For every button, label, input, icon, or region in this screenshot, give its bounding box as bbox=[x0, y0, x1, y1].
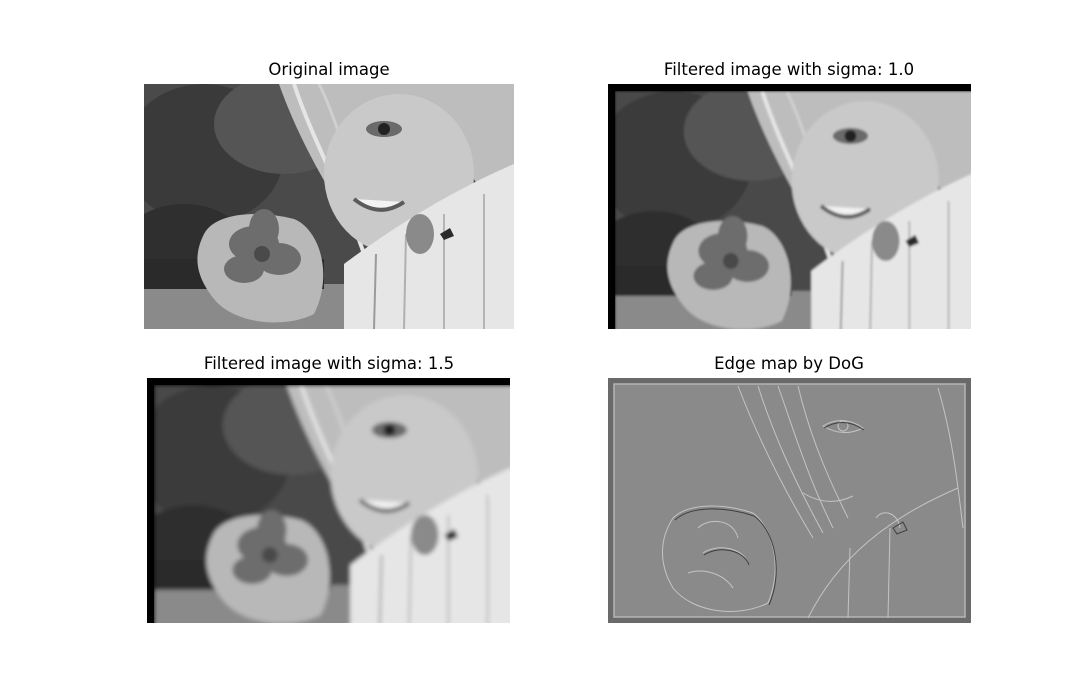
edge-map-image bbox=[608, 378, 971, 623]
original-image bbox=[144, 84, 514, 329]
filtered-image-sigma-1-5 bbox=[147, 378, 510, 623]
filtered-image-sigma-1-0 bbox=[608, 84, 971, 329]
panel-title-original: Original image bbox=[268, 60, 390, 79]
panel-title-sigma-1-5: Filtered image with sigma: 1.5 bbox=[203, 354, 455, 373]
panel-title-sigma-1-0: Filtered image with sigma: 1.0 bbox=[663, 60, 915, 79]
panel-title-edge-map: Edge map by DoG bbox=[714, 354, 864, 373]
